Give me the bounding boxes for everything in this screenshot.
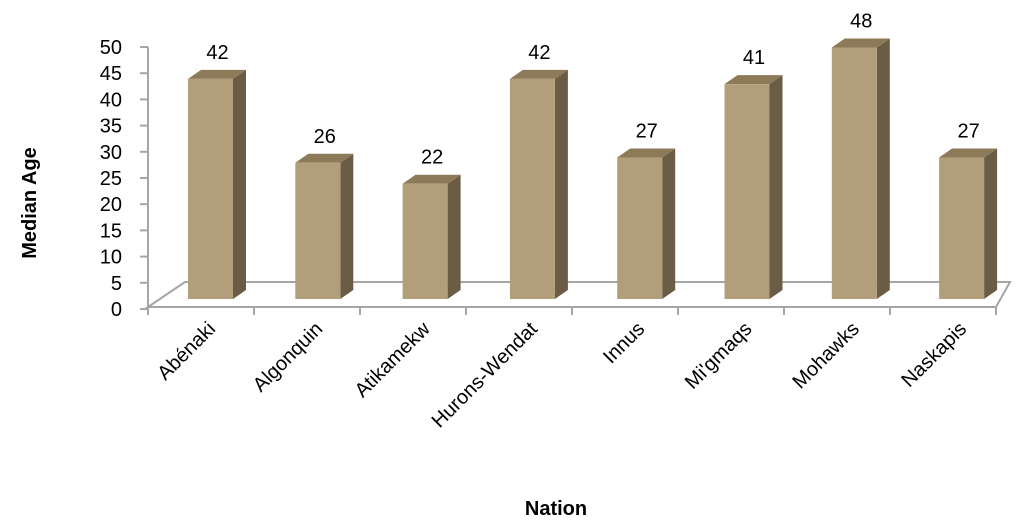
bar-top (295, 153, 354, 163)
bar-side (984, 148, 998, 299)
y-tick-label: 15 (100, 220, 122, 242)
data-label-6: 48 (850, 10, 872, 32)
bar-side (340, 153, 354, 299)
bar-side (769, 75, 783, 299)
bar-front (402, 183, 448, 299)
y-axis: 0 5 10 15 20 25 30 35 40 45 50 (100, 37, 149, 321)
bar-front (831, 47, 877, 300)
y-tick-label: 10 (100, 247, 122, 269)
bar-0 (188, 69, 246, 299)
bar-3 (509, 69, 568, 299)
bar-top (724, 75, 783, 85)
category-label-5: Mi'gmaqs (681, 318, 757, 394)
bar-top (188, 69, 246, 79)
bar-top (831, 38, 890, 48)
bar-top (402, 174, 461, 184)
data-label-7: 27 (957, 121, 979, 143)
bar-side (233, 69, 246, 299)
bar-front (617, 157, 663, 299)
category-label-6: Mohawks (789, 318, 864, 393)
data-label-1: 26 (314, 126, 336, 148)
bar-side (662, 148, 676, 299)
data-labels: 42 26 22 42 27 41 48 27 (206, 10, 979, 168)
category-label-0: Abénaki (153, 318, 220, 385)
data-label-2: 22 (421, 147, 443, 169)
bar-front (188, 78, 233, 299)
bar-1 (295, 153, 354, 299)
data-label-3: 42 (528, 42, 550, 64)
y-tick-label: 40 (100, 89, 122, 111)
y-tick-label: 0 (111, 299, 122, 321)
bar-top (939, 148, 998, 158)
bar-top (617, 148, 676, 158)
y-tick-label: 25 (100, 168, 122, 190)
category-label-1: Algonquin (249, 318, 327, 396)
bar-7 (939, 148, 998, 299)
y-tick-label: 20 (100, 194, 122, 216)
bar-4 (617, 148, 676, 299)
category-label-3: Hurons-Wendat (428, 318, 543, 433)
y-tick-label: 50 (100, 37, 122, 59)
y-tick-label: 30 (100, 142, 122, 164)
bar-5 (724, 75, 783, 299)
category-label-7: Naskapis (897, 318, 971, 392)
y-axis-title: Median Age (19, 147, 41, 259)
bar-side (876, 38, 890, 299)
y-tick-label: 5 (111, 273, 122, 295)
bar-2 (402, 174, 461, 299)
category-label-2: Atikamekw (351, 318, 435, 402)
bar-side (447, 174, 461, 299)
chart-floor (144, 281, 1012, 315)
data-label-5: 41 (743, 47, 765, 69)
data-label-4: 27 (636, 121, 658, 143)
bars (188, 38, 998, 300)
y-tick-label: 35 (100, 116, 122, 138)
bar-front (509, 78, 555, 299)
category-label-4: Innus (599, 318, 649, 368)
bar-6 (831, 38, 890, 300)
bar-front (295, 162, 341, 299)
bar-front (939, 157, 985, 299)
x-axis-title: Nation (525, 498, 587, 520)
bar-top (509, 69, 568, 79)
bar-front (724, 84, 770, 299)
data-label-0: 42 (206, 42, 228, 64)
y-tick-label: 45 (100, 63, 122, 85)
bar-side (554, 69, 568, 299)
